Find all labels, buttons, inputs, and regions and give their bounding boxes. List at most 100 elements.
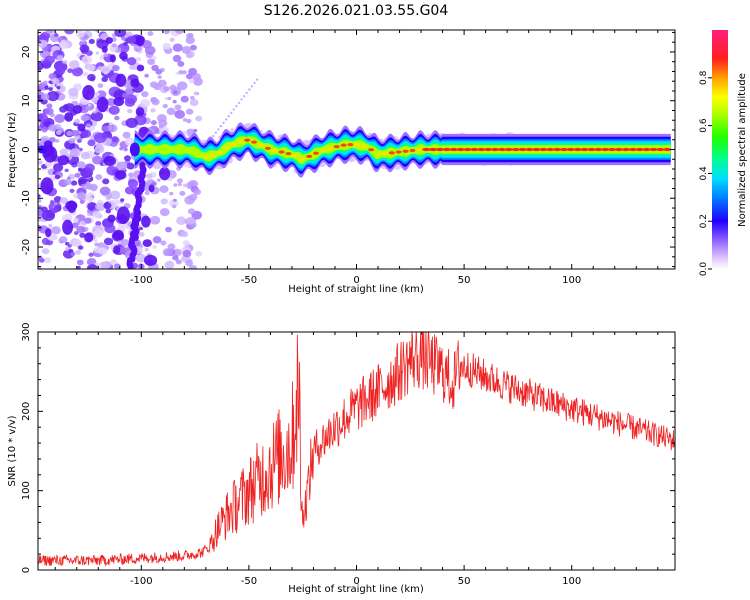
noise-speckle bbox=[45, 30, 54, 34]
noise-speckle bbox=[48, 124, 58, 132]
noise-speckle bbox=[46, 91, 60, 102]
noise-speckle bbox=[145, 173, 153, 179]
noise-blob bbox=[84, 232, 94, 243]
noise-speckle bbox=[84, 163, 95, 173]
noise-blob bbox=[103, 155, 116, 167]
noise-speckle bbox=[68, 138, 75, 144]
noise-speckle bbox=[40, 31, 51, 40]
noise-speckle bbox=[70, 251, 76, 257]
ridge-core bbox=[456, 147, 465, 152]
ridge-start-blob bbox=[129, 142, 140, 157]
noise-speckle bbox=[71, 67, 84, 77]
noise-speckle bbox=[193, 91, 198, 96]
noise-speckle bbox=[51, 77, 60, 85]
noise-speckle bbox=[67, 244, 72, 248]
ridge-core bbox=[449, 147, 458, 152]
spectrogram-xlabel: Height of straight line (km) bbox=[288, 284, 424, 295]
noise-speckle bbox=[164, 30, 170, 34]
noise-speckle bbox=[164, 260, 175, 269]
noise-speckle bbox=[162, 42, 171, 50]
noise-speckle bbox=[123, 147, 128, 152]
ridge-core bbox=[470, 147, 479, 152]
snr-x-tick-label: 0 bbox=[353, 576, 359, 587]
noise-speckle bbox=[103, 202, 112, 209]
ridge-core bbox=[292, 154, 299, 158]
noise-speckle bbox=[75, 249, 82, 255]
noise-speckle bbox=[184, 195, 195, 205]
noise-speckle bbox=[56, 85, 61, 90]
noise-speckle bbox=[138, 232, 145, 237]
noise-speckle bbox=[54, 114, 66, 123]
noise-speckle bbox=[93, 132, 107, 144]
noise-speckle bbox=[108, 121, 113, 126]
noise-blob bbox=[66, 200, 77, 213]
ridge-core bbox=[251, 140, 258, 144]
noise-speckle bbox=[80, 129, 92, 138]
noise-speckle bbox=[162, 103, 168, 109]
noise-speckle bbox=[53, 195, 62, 203]
noise-speckle bbox=[38, 225, 43, 232]
ridge-core bbox=[635, 147, 644, 152]
snr-x-tick-label: 100 bbox=[562, 576, 581, 587]
noise-speckle bbox=[169, 84, 177, 91]
ridge-core bbox=[326, 146, 333, 150]
noise-speckle bbox=[167, 243, 176, 250]
noise-speckle bbox=[43, 257, 52, 264]
ridge-core bbox=[484, 147, 493, 152]
noise-speckle bbox=[144, 73, 149, 78]
noise-speckle bbox=[181, 46, 192, 54]
noise-speckle bbox=[155, 69, 163, 75]
noise-speckle bbox=[76, 138, 82, 143]
noise-speckle bbox=[195, 250, 203, 257]
noise-speckle bbox=[149, 81, 158, 88]
noise-speckle bbox=[99, 186, 111, 196]
noise-speckle bbox=[152, 236, 162, 244]
noise-speckle bbox=[69, 60, 80, 69]
noise-speckle bbox=[185, 108, 194, 115]
noise-speckle bbox=[64, 30, 75, 35]
noise-speckle bbox=[104, 223, 116, 234]
noise-speckle bbox=[58, 41, 69, 50]
noise-speckle bbox=[73, 231, 79, 236]
noise-speckle bbox=[178, 70, 184, 75]
noise-blob bbox=[101, 45, 108, 53]
noise-blob bbox=[116, 206, 131, 225]
ridge-core bbox=[477, 147, 486, 152]
ridge-core bbox=[230, 142, 237, 146]
noise-speckle bbox=[54, 33, 59, 37]
ridge-core bbox=[422, 147, 431, 152]
noise-speckle bbox=[56, 55, 64, 61]
noise-blob bbox=[96, 96, 109, 113]
noise-speckle bbox=[126, 162, 135, 170]
noise-speckle bbox=[38, 85, 42, 89]
noise-trace bbox=[230, 111, 233, 115]
noise-blob bbox=[82, 84, 95, 101]
noise-speckle bbox=[123, 41, 128, 46]
ridge-core bbox=[257, 143, 264, 147]
noise-speckle bbox=[54, 138, 60, 143]
noise-speckle bbox=[189, 99, 199, 107]
noise-speckle bbox=[156, 178, 161, 182]
noise-speckle bbox=[92, 210, 101, 219]
ridge-core bbox=[264, 146, 271, 150]
noise-speckle bbox=[175, 259, 180, 264]
noise-speckle bbox=[71, 222, 79, 229]
ridge-core bbox=[388, 151, 395, 155]
noise-trace bbox=[232, 108, 236, 111]
noise-speckle bbox=[70, 180, 78, 186]
noise-blob bbox=[141, 215, 151, 228]
ridge-core bbox=[642, 147, 651, 152]
ridge-core bbox=[209, 153, 216, 157]
noise-speckle bbox=[173, 198, 177, 202]
ridge-core bbox=[621, 147, 630, 152]
noise-speckle bbox=[81, 55, 93, 65]
noise-speckle bbox=[112, 47, 118, 52]
noise-speckle bbox=[84, 217, 92, 224]
noise-speckle bbox=[111, 136, 119, 143]
noise-speckle bbox=[44, 55, 55, 65]
snr-x-axis: -100 -50 0 50 100 bbox=[54, 332, 659, 587]
spectrogram-y-axis: -20 -10 0 10 20 bbox=[21, 31, 675, 268]
noise-speckle bbox=[38, 215, 43, 222]
ridge-core bbox=[504, 147, 513, 152]
colorbar-gradient bbox=[712, 30, 728, 269]
